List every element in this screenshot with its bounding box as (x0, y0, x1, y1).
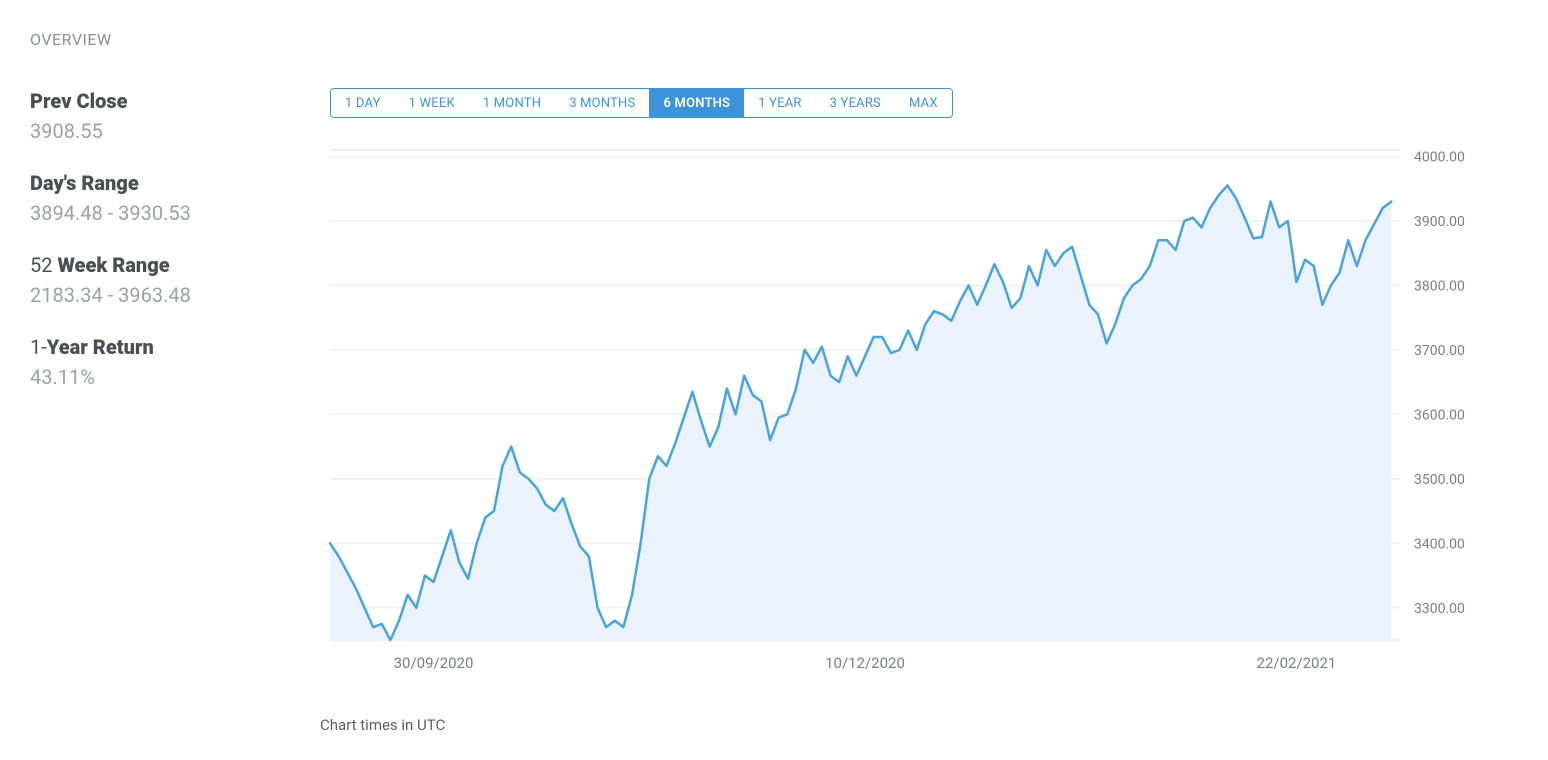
range-selector: 1 DAY1 WEEK1 MONTH3 MONTHS6 MONTHS1 YEAR… (330, 88, 953, 118)
svg-text:3500.00: 3500.00 (1414, 472, 1465, 488)
range-button-6-months[interactable]: 6 MONTHS (649, 89, 744, 117)
range-button-1-day[interactable]: 1 DAY (331, 89, 395, 117)
range-button-3-years[interactable]: 3 YEARS (816, 89, 895, 117)
stat-label: 1-Year Return (30, 335, 320, 359)
svg-text:10/12/2020: 10/12/2020 (825, 654, 905, 672)
stat-value: 2183.34 - 3963.48 (30, 283, 320, 307)
svg-text:3800.00: 3800.00 (1414, 278, 1465, 294)
svg-text:3900.00: 3900.00 (1414, 214, 1465, 230)
stats-list: Prev Close 3908.55 Day's Range 3894.48 - 39… (30, 89, 320, 389)
range-button-1-month[interactable]: 1 MONTH (469, 89, 555, 117)
range-button-1-week[interactable]: 1 WEEK (395, 89, 469, 117)
stat-value: 3908.55 (30, 119, 320, 143)
stat-label: 52 Week Range (30, 253, 320, 277)
svg-text:30/09/2020: 30/09/2020 (394, 654, 474, 672)
range-button-1-year[interactable]: 1 YEAR (744, 89, 815, 117)
stat-block: 1-Year Return 43.11% (30, 335, 320, 389)
svg-text:3600.00: 3600.00 (1414, 407, 1465, 423)
svg-text:3300.00: 3300.00 (1414, 601, 1465, 617)
stat-block: 52 Week Range 2183.34 - 3963.48 (30, 253, 320, 307)
stat-label: Day's Range (30, 171, 320, 195)
range-button-max[interactable]: MAX (895, 89, 952, 117)
overview-sidebar: OVERVIEW Prev Close 3908.55 Day's Range 389… (30, 30, 320, 740)
stat-block: Day's Range 3894.48 - 3930.53 (30, 171, 320, 225)
stat-label: Prev Close (30, 89, 320, 113)
range-button-3-months[interactable]: 3 MONTHS (555, 89, 649, 117)
overview-title: OVERVIEW (30, 30, 320, 49)
svg-text:3700.00: 3700.00 (1414, 343, 1465, 359)
svg-text:4000.00: 4000.00 (1414, 149, 1465, 165)
stat-value: 43.11% (30, 365, 320, 389)
stat-block: Prev Close 3908.55 (30, 89, 320, 143)
stat-value: 3894.48 - 3930.53 (30, 201, 320, 225)
price-chart: 3300.00 3400.00 3500.00 3600.00 3700.00 3800.… (320, 140, 1490, 700)
chart-container: 3300.00 3400.00 3500.00 3600.00 3700.00 3800.… (320, 140, 1518, 704)
main-panel: 1 DAY1 WEEK1 MONTH3 MONTHS6 MONTHS1 YEAR… (320, 30, 1518, 740)
svg-text:22/02/2021: 22/02/2021 (1257, 654, 1337, 672)
chart-footer: Chart times in UTC (320, 716, 1518, 734)
svg-text:3400.00: 3400.00 (1414, 536, 1465, 552)
